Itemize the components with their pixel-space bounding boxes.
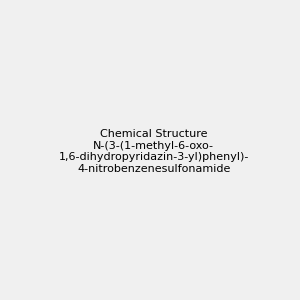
Text: Chemical Structure
N-(3-(1-methyl-6-oxo-
1,6-dihydropyridazin-3-yl)phenyl)-
4-ni: Chemical Structure N-(3-(1-methyl-6-oxo-… [58,129,249,174]
